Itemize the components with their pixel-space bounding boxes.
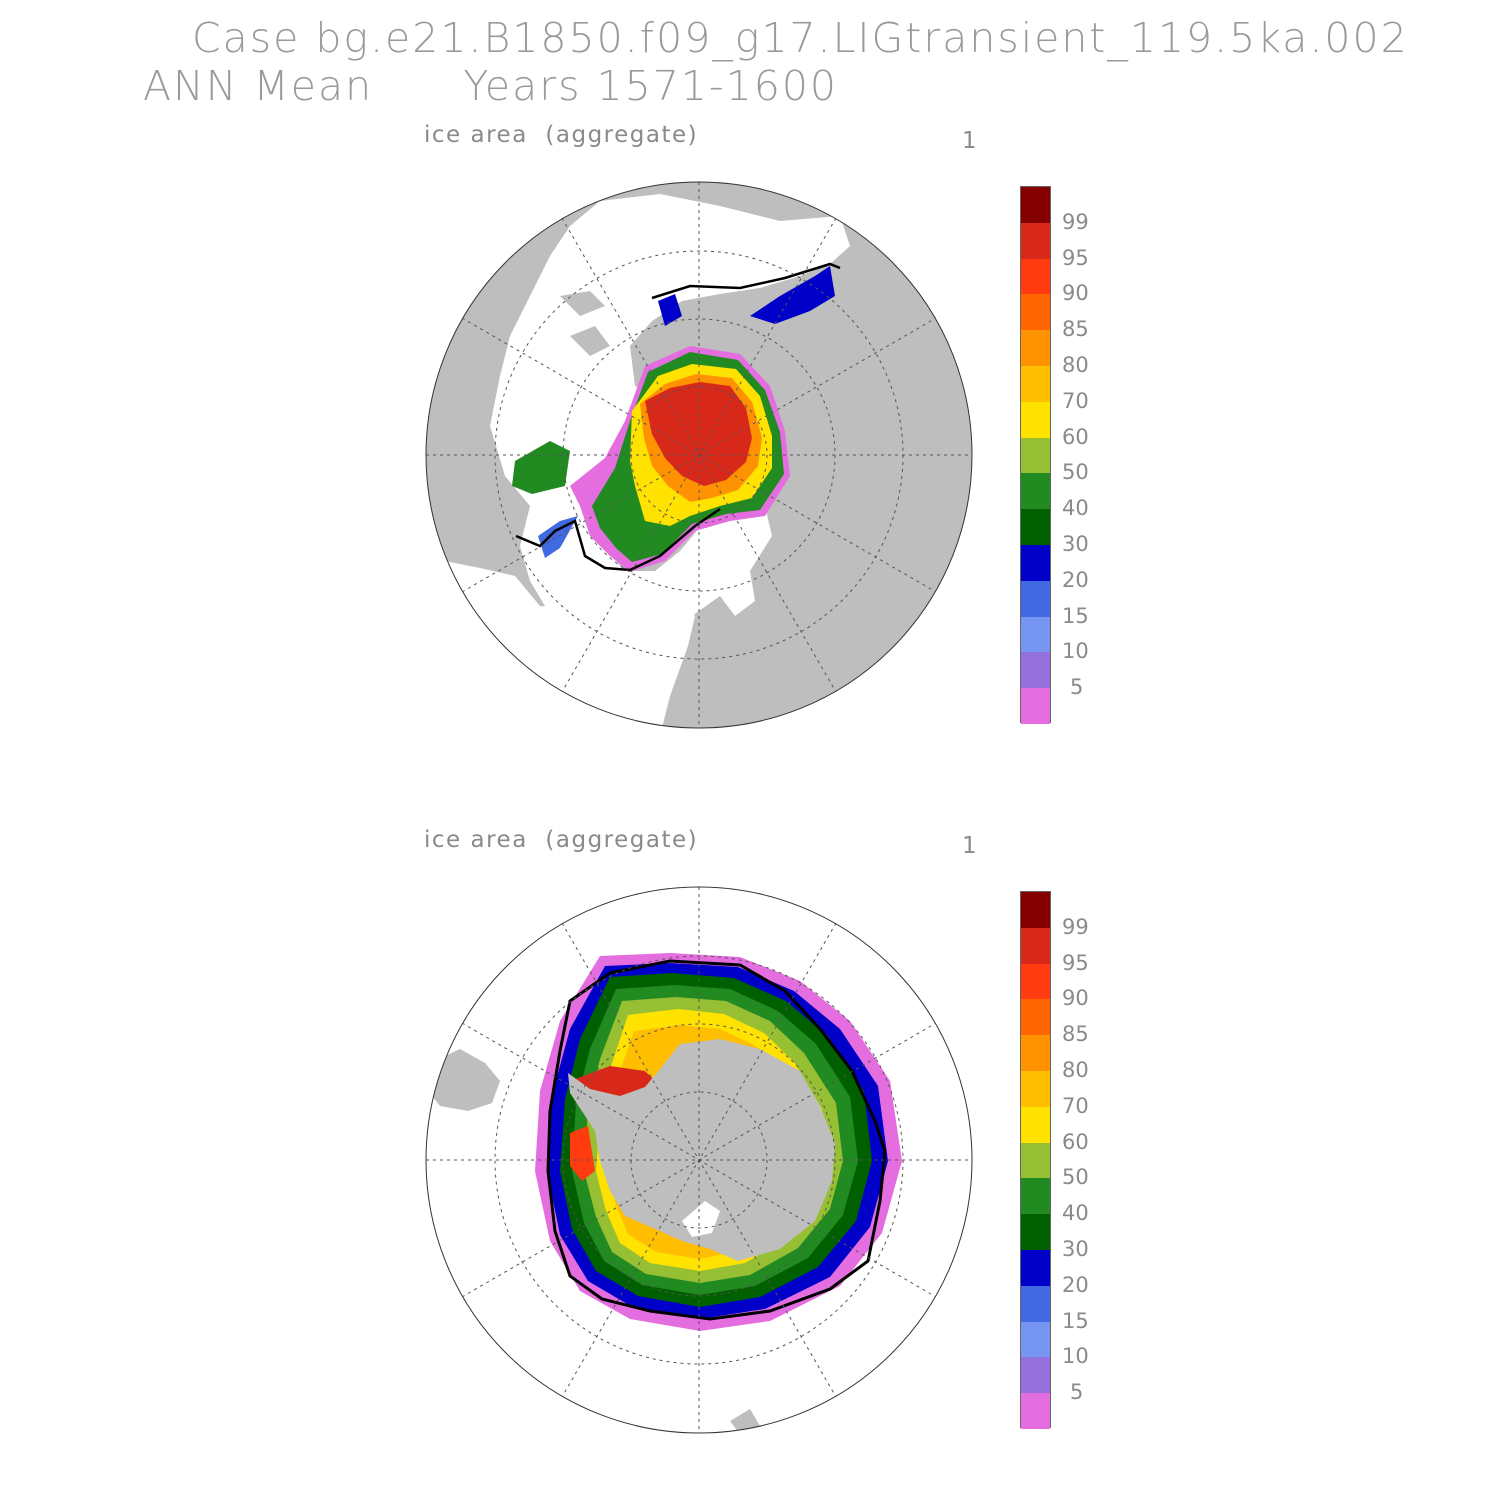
colorbar-swatch — [1021, 330, 1050, 367]
colorbar-tick-label: 5 — [1070, 1380, 1084, 1405]
colorbar-swatch — [1021, 222, 1050, 260]
panel-south-index: 1 — [962, 833, 977, 859]
ice-edge-contour — [546, 959, 887, 1321]
colorbar-swatch — [1021, 963, 1050, 1000]
antarctic-sea-ice-map — [425, 886, 973, 1434]
colorbar-swatch — [1021, 1071, 1050, 1108]
colorbar-swatch — [1021, 1285, 1050, 1323]
colorbar-tick-label: 60 — [1062, 424, 1089, 449]
colorbar-tick-label: 40 — [1062, 496, 1089, 521]
land-new-zealand — [730, 1409, 760, 1433]
colorbar-swatch — [1021, 509, 1050, 546]
ice-okhotsk — [750, 266, 835, 324]
colorbar-swatch — [1021, 1106, 1050, 1144]
ice-bellingshausen-red — [570, 1126, 595, 1181]
colorbar-tick-label: 10 — [1062, 639, 1089, 664]
colorbar-tick-label: 70 — [1062, 388, 1089, 413]
colorbar-tick-label: 90 — [1062, 281, 1089, 306]
colorbar-tick-label: 15 — [1062, 1308, 1089, 1333]
colorbar-swatch — [1021, 258, 1050, 295]
colorbar-tick-label: 85 — [1062, 1022, 1089, 1047]
colorbar-north-strip — [1020, 186, 1051, 725]
panel-north-index: 1 — [962, 128, 977, 154]
colorbar-tick-label: 80 — [1062, 1058, 1089, 1082]
colorbar-swatch — [1021, 1035, 1050, 1072]
colorbar-tick-label: 70 — [1062, 1093, 1089, 1118]
colorbar-swatch — [1021, 927, 1050, 965]
colorbar-tick-label: 30 — [1062, 532, 1089, 556]
colorbar-swatch — [1021, 1250, 1050, 1287]
colorbar-swatch — [1021, 294, 1050, 331]
colorbar-swatch — [1021, 401, 1050, 439]
colorbar-swatch — [1021, 187, 1050, 224]
colorbar-tick-label: 15 — [1062, 603, 1089, 628]
land-south-america-tip — [428, 1049, 500, 1111]
colorbar-tick-label: 50 — [1062, 460, 1089, 485]
figure-title-case: Case bg.e21.B1850.f09_g17.LIGtransient_1… — [192, 14, 1409, 62]
colorbar-south-strip — [1020, 891, 1051, 1430]
colorbar-tick-label: 20 — [1062, 567, 1089, 592]
colorbar-tick-label: 30 — [1062, 1237, 1089, 1261]
colorbar-swatch — [1021, 1214, 1050, 1251]
ice-bering — [658, 294, 682, 326]
colorbar-tick-label: 5 — [1070, 675, 1084, 700]
ice-labrador — [538, 516, 578, 558]
land-antarctica — [568, 1039, 835, 1261]
figure-title-period: ANN Mean Years 1571-1600 — [143, 62, 839, 110]
colorbar-swatch — [1021, 999, 1050, 1036]
colorbar-tick-label: 10 — [1062, 1344, 1089, 1369]
colorbar-tick-label: 20 — [1062, 1272, 1089, 1297]
arctic-sea-ice-map — [425, 181, 973, 729]
colorbar-tick-label: 90 — [1062, 986, 1089, 1011]
land-eurasia — [426, 182, 972, 728]
colorbar-tick-label: 50 — [1062, 1165, 1089, 1190]
colorbar-tick-label: 99 — [1062, 914, 1089, 939]
colorbar-swatch — [1021, 1321, 1050, 1358]
colorbar-tick-label: 95 — [1062, 950, 1089, 975]
colorbar-swatch — [1021, 473, 1050, 510]
land-islands — [560, 291, 610, 356]
ice-hudson — [512, 441, 570, 494]
colorbar-tick-label: 60 — [1062, 1129, 1089, 1154]
colorbar-swatch — [1021, 366, 1050, 403]
colorbar-swatch — [1021, 892, 1050, 929]
colorbar-tick-label: 85 — [1062, 317, 1089, 342]
colorbar-swatch — [1021, 616, 1050, 653]
colorbar-tick-label: 99 — [1062, 209, 1089, 234]
colorbar-tick-label: 40 — [1062, 1201, 1089, 1226]
panel-south-label: ice area (aggregate) — [424, 827, 699, 853]
colorbar-swatch — [1021, 1142, 1050, 1179]
colorbar-swatch — [1021, 437, 1050, 474]
colorbar-tick-label: 80 — [1062, 353, 1089, 377]
colorbar-swatch — [1021, 652, 1050, 689]
colorbar-swatch — [1021, 1178, 1050, 1215]
colorbar-swatch — [1021, 688, 1050, 725]
colorbar-swatch — [1021, 1393, 1050, 1430]
colorbar-swatch — [1021, 1357, 1050, 1394]
colorbar-swatch — [1021, 580, 1050, 618]
colorbar-tick-label: 95 — [1062, 245, 1089, 270]
panel-north-label: ice area (aggregate) — [424, 122, 699, 148]
colorbar-swatch — [1021, 545, 1050, 582]
ice-edge-contour — [515, 262, 841, 572]
